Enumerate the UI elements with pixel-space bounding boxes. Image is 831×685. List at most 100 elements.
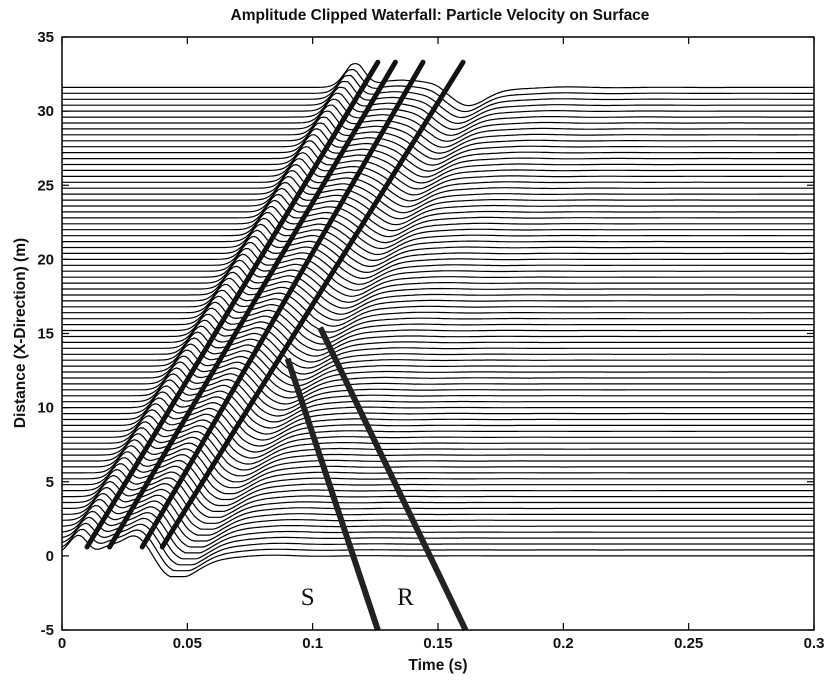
- waterfall-trace: [62, 319, 814, 363]
- waterfall-trace: [62, 421, 814, 465]
- waterfall-trace: [62, 134, 814, 178]
- y-tick-label: 25: [37, 177, 54, 194]
- waterfall-trace: [62, 104, 814, 148]
- waterfall-trace: [61, 510, 814, 554]
- waterfall-trace: [62, 211, 814, 256]
- x-tick-label: 0.3: [804, 635, 825, 652]
- waterfall-trace: [62, 235, 814, 280]
- x-tick-label: 0.2: [553, 635, 574, 652]
- wave-front: [159, 59, 466, 550]
- waterfall-trace: [62, 427, 814, 471]
- waterfall-trace: [61, 534, 814, 578]
- waterfall-trace: [62, 199, 814, 244]
- waterfall-trace: [62, 128, 814, 172]
- annotation-line-s: [284, 357, 381, 631]
- waterfall-trace: [62, 80, 814, 125]
- waterfall-trace: [62, 68, 814, 113]
- y-tick-label: 5: [46, 474, 54, 491]
- waterfall-trace: [62, 175, 814, 220]
- y-tick-label: 10: [37, 400, 54, 417]
- waterfall-trace: [62, 229, 814, 274]
- waterfall-trace: [62, 157, 814, 202]
- waterfall-trace: [62, 241, 814, 285]
- y-axis-label: Distance (X-Direction) (m): [12, 238, 29, 428]
- waterfall-trace: [62, 301, 814, 345]
- waterfall-trace: [62, 265, 814, 309]
- x-tick-label: 0.05: [173, 635, 202, 652]
- waterfall-trace: [62, 433, 814, 477]
- waterfall-trace: [62, 217, 814, 261]
- wave-front: [139, 59, 426, 550]
- waterfall-trace: [62, 343, 814, 387]
- waterfall-trace: [62, 373, 814, 417]
- plot-frame: [61, 36, 815, 631]
- waterfall-trace: [62, 122, 814, 166]
- waterfall-trace: [62, 170, 814, 214]
- x-axis-label: Time (s): [408, 657, 467, 674]
- waterfall-trace: [61, 492, 814, 536]
- waterfall-trace: [62, 379, 814, 423]
- x-tick-label: 0: [58, 635, 66, 652]
- y-tick-label: 35: [37, 29, 54, 46]
- waterfall-trace: [62, 295, 814, 339]
- waterfall-trace: [62, 283, 814, 327]
- annotation-line-r: [317, 326, 469, 632]
- waterfall-trace: [62, 223, 814, 267]
- waterfall-trace: [62, 86, 814, 131]
- waterfall-trace: [62, 151, 815, 196]
- waterfall-trace: [62, 391, 814, 435]
- waterfall-trace: [62, 193, 814, 238]
- waterfall-trace: [62, 468, 814, 512]
- waterfall-trace: [62, 187, 814, 232]
- waterfall-trace: [62, 140, 814, 184]
- waterfall-trace: [62, 439, 814, 483]
- waterfall-trace: [62, 355, 814, 399]
- x-tick-label: 0.25: [674, 635, 703, 652]
- waterfall-trace: [62, 63, 814, 107]
- waterfall-trace: [62, 110, 814, 154]
- wave-front: [107, 59, 398, 550]
- wave-fronts: [84, 59, 466, 550]
- annotation-label-s: S: [301, 584, 315, 611]
- waterfall-trace: [62, 486, 814, 530]
- annotation-lines: [284, 326, 469, 632]
- waterfall-traces: [61, 63, 815, 578]
- waterfall-trace: [62, 325, 814, 369]
- chart-title: Amplitude Clipped Waterfall: Particle Ve…: [231, 7, 650, 24]
- waterfall-trace: [62, 253, 814, 297]
- y-tick-label: -5: [41, 622, 54, 639]
- waterfall-trace: [62, 337, 814, 381]
- wave-front: [84, 59, 381, 550]
- waterfall-trace: [62, 313, 814, 357]
- annotation-label-r: R: [397, 584, 414, 611]
- waterfall-trace: [62, 385, 814, 429]
- waterfall-trace: [62, 361, 814, 405]
- waterfall-trace: [62, 307, 814, 351]
- y-tick-label: 0: [46, 548, 54, 565]
- waterfall-trace: [62, 444, 814, 489]
- waterfall-trace: [62, 277, 814, 321]
- waterfall-trace: [62, 415, 814, 459]
- waterfall-trace: [61, 498, 814, 542]
- waterfall-trace: [62, 451, 814, 495]
- waterfall-trace: [61, 504, 814, 548]
- y-tick-label: 30: [37, 103, 54, 120]
- waterfall-trace: [62, 98, 814, 142]
- x-tick-label: 0.15: [423, 635, 452, 652]
- waterfall-trace: [62, 331, 814, 375]
- y-tick-label: 15: [37, 326, 54, 343]
- waterfall-trace: [62, 259, 814, 303]
- waterfall-trace: [62, 181, 814, 226]
- waterfall-trace: [62, 163, 814, 208]
- x-tick-label: 0.1: [302, 635, 323, 652]
- waterfall-trace: [62, 205, 814, 250]
- waterfall-trace: [62, 116, 814, 160]
- waterfall-trace: [62, 289, 814, 333]
- waterfall-trace: [62, 247, 814, 291]
- waterfall-trace: [61, 516, 814, 560]
- waterfall-trace: [61, 522, 814, 566]
- waterfall-trace: [61, 528, 814, 572]
- waterfall-trace: [62, 409, 814, 453]
